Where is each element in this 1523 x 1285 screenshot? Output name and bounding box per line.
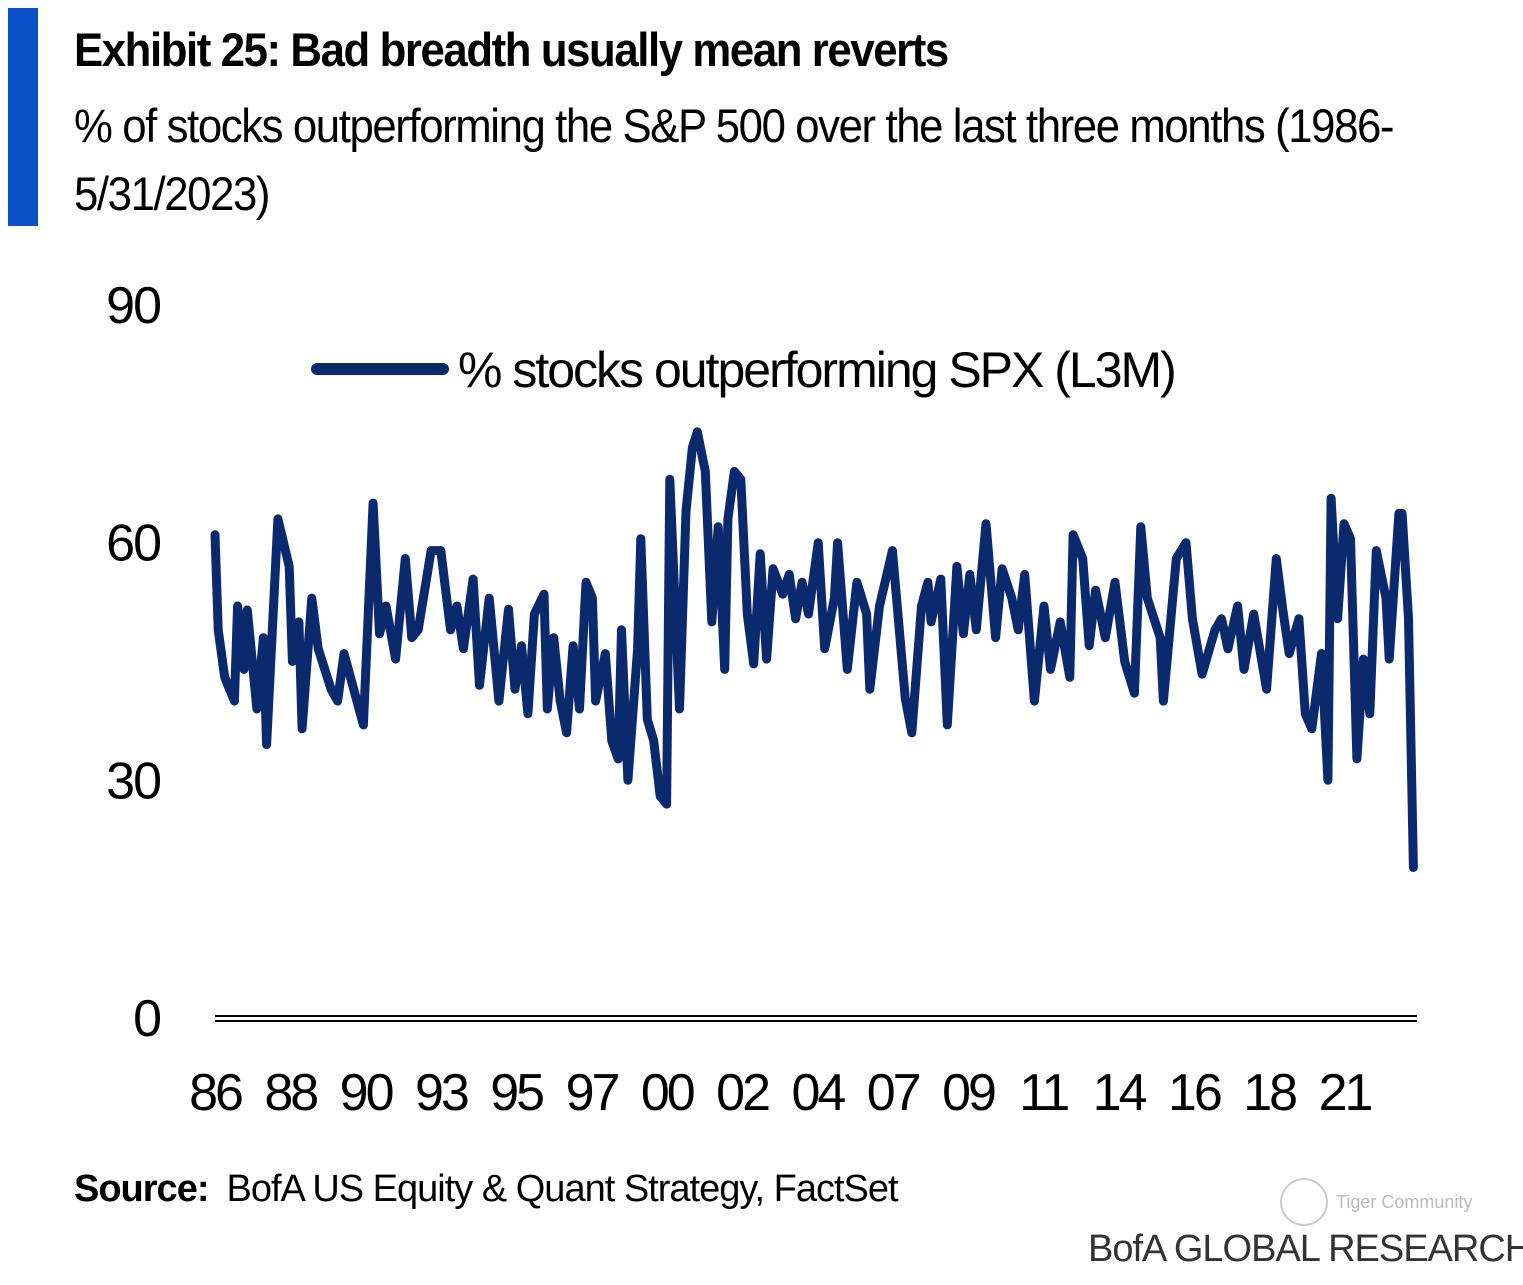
- y-tick-label: 60: [106, 515, 160, 573]
- x-tick-label: 90: [340, 1064, 393, 1122]
- x-tick-label: 18: [1243, 1064, 1296, 1122]
- chart-subtitle: % of stocks outperforming the S&P 500 ov…: [74, 99, 1394, 220]
- y-tick-label: 0: [133, 990, 160, 1048]
- y-axis-labels: 0 30 60 90: [106, 277, 162, 1048]
- watermark-text: Tiger Community: [1336, 1191, 1473, 1212]
- y-tick-label: 30: [106, 752, 160, 810]
- x-axis-labels: 86 88 90 93 95 97 00 02 04 07 09 11 14 16 18 21: [189, 1064, 1374, 1122]
- x-tick-label: 16: [1168, 1064, 1221, 1122]
- series-group: [210, 427, 1418, 872]
- chart-title: Exhibit 25: Bad breadth usually mean rev…: [74, 23, 949, 76]
- x-tick-label: 21: [1319, 1064, 1372, 1122]
- x-tick-label: 00: [641, 1064, 694, 1122]
- x-tick-label: 88: [264, 1064, 317, 1122]
- x-tick-label: 95: [490, 1064, 543, 1122]
- series-line: [210, 427, 1418, 872]
- tiger-logo-icon: [1280, 1178, 1328, 1226]
- legend-label: % stocks outperforming SPX (L3M): [458, 342, 1175, 398]
- source-note: Source: BofA US Equity & Quant Strategy, …: [74, 1168, 899, 1211]
- x-tick-label: 86: [189, 1064, 242, 1122]
- source-label: Source:: [74, 1168, 209, 1210]
- x-tick-label: 11: [1019, 1064, 1068, 1122]
- brand-label: BofA GLOBAL RESEARCH: [1088, 1228, 1523, 1270]
- x-tick-label: 07: [867, 1064, 920, 1122]
- x-tick-label: 97: [566, 1064, 619, 1122]
- x-tick-label: 14: [1093, 1064, 1147, 1122]
- watermark: Tiger Community: [1280, 1178, 1472, 1226]
- legend: % stocks outperforming SPX (L3M): [311, 342, 1177, 398]
- source-text: BofA US Equity & Quant Strategy, FactSet: [226, 1168, 898, 1210]
- x-tick-label: 09: [942, 1064, 995, 1122]
- x-tick-label: 04: [791, 1064, 845, 1122]
- y-tick-label: 90: [106, 277, 160, 335]
- x-tick-label: 93: [415, 1064, 468, 1122]
- x-tick-label: 02: [716, 1064, 769, 1122]
- accent-bar: [8, 8, 38, 226]
